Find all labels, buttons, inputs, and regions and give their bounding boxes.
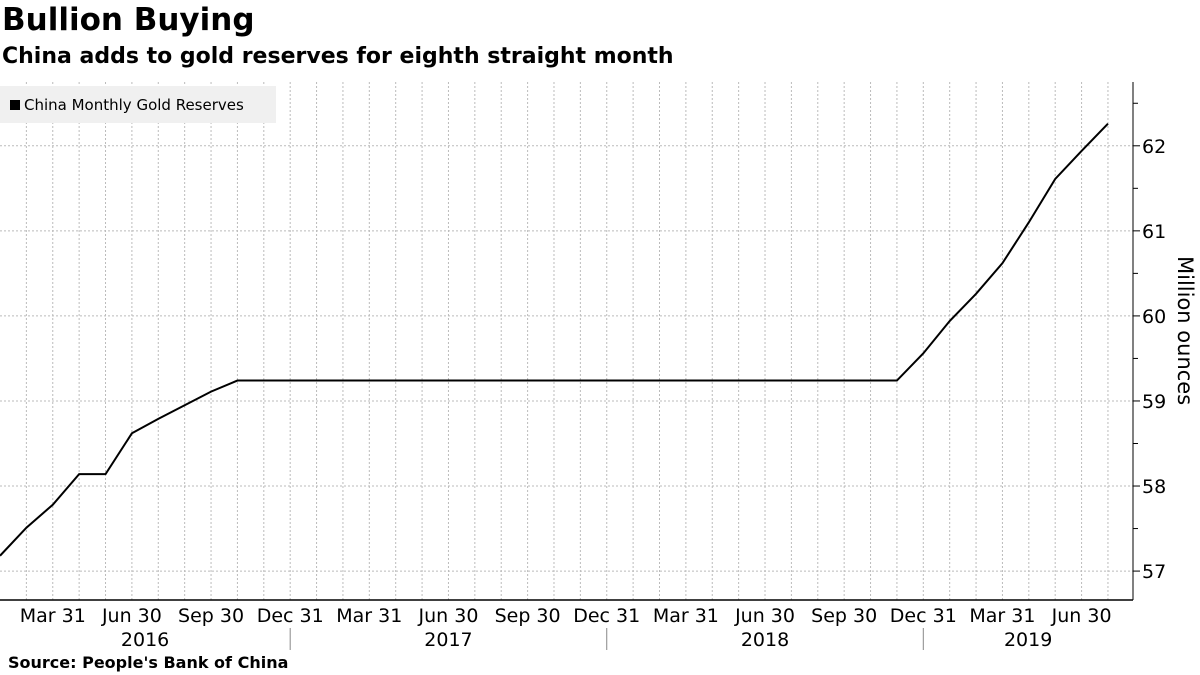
year-label: 2017 (424, 629, 472, 651)
y-tick-label: 59 (1142, 391, 1166, 413)
x-tick-label: Sep 30 (811, 605, 877, 627)
x-tick-label: Dec 31 (257, 605, 324, 627)
year-label: 2016 (121, 629, 169, 651)
y-tick-label: 60 (1142, 306, 1166, 328)
y-tick-label: 61 (1142, 221, 1166, 243)
x-tick-label: Mar 31 (20, 605, 86, 627)
x-tick-label: Jun 30 (1051, 605, 1112, 627)
x-tick-label: Jun 30 (101, 605, 162, 627)
chart-subtitle: China adds to gold reserves for eighth s… (2, 44, 674, 69)
source-note: Source: People's Bank of China (8, 653, 289, 672)
x-tick-label: Sep 30 (495, 605, 561, 627)
year-label: 2019 (1004, 629, 1052, 651)
legend-swatch (10, 99, 20, 110)
legend-label: China Monthly Gold Reserves (24, 95, 244, 114)
x-tick-label: Mar 31 (653, 605, 719, 627)
x-tick-label: Jun 30 (734, 605, 795, 627)
legend: China Monthly Gold Reserves (0, 86, 276, 123)
x-tick-label: Mar 31 (336, 605, 402, 627)
y-tick-label: 57 (1142, 561, 1166, 583)
chart-title: Bullion Buying (2, 2, 255, 38)
x-tick-label: Mar 31 (969, 605, 1035, 627)
y-tick-label: 62 (1142, 136, 1166, 158)
year-label: 2018 (741, 629, 789, 651)
y-tick-label: 58 (1142, 476, 1166, 498)
y-axis-label: Million ounces (1173, 256, 1197, 405)
x-tick-label: Jun 30 (418, 605, 479, 627)
x-tick-label: Dec 31 (890, 605, 957, 627)
x-tick-label: Sep 30 (178, 605, 244, 627)
x-tick-label: Dec 31 (573, 605, 640, 627)
